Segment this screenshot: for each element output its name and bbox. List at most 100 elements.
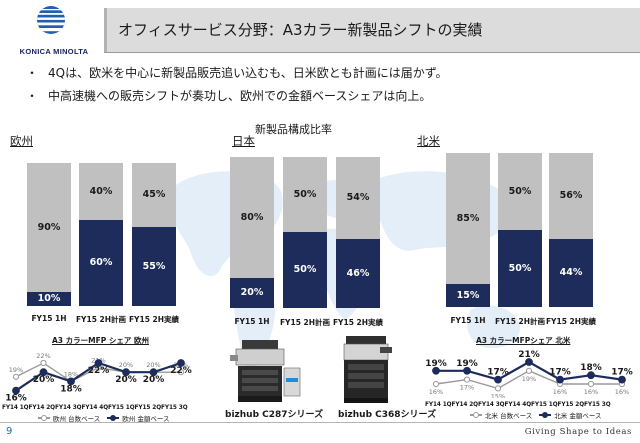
unit-share-data-label: 18%: [64, 370, 78, 378]
amount-share-point: [94, 359, 103, 367]
bar-bottom-label: 55%: [142, 261, 166, 272]
bar-bottom-label: 60%: [89, 257, 113, 268]
bar-bottom-label: 46%: [346, 268, 370, 279]
title-bar: [104, 8, 640, 52]
unit-share-point: [494, 385, 502, 392]
bar-bottom-label: 15%: [456, 290, 480, 301]
bar-x-label: FY15 2H実績: [332, 318, 384, 327]
bar-x-label: FY15 2H計画: [279, 318, 331, 327]
unit-share-data-label: 16%: [584, 388, 598, 396]
amount-share-data-label: 17%: [549, 368, 571, 378]
bar-x-label: FY15 1H: [31, 314, 67, 323]
bullet-dot: ・: [26, 89, 39, 103]
bullet-item: ・ 中高速機への販売シフトが奏功し、欧州での金額ベースシェアは向上。: [26, 85, 626, 108]
bar-x-label: FY15 1H: [234, 317, 270, 326]
amount-share-data-label: 20%: [115, 375, 137, 385]
unit-share-point: [463, 376, 471, 383]
bar-bottom-label: 10%: [37, 293, 61, 304]
bar-top-label: 50%: [293, 189, 317, 200]
legend-label: 北米 金額ベース: [554, 412, 602, 420]
bar-bottom-label: 44%: [559, 267, 583, 278]
bar-segment-bottom: [446, 284, 490, 307]
footer-tagline: Giving Shape to Ideas: [524, 427, 632, 437]
bar-europe-fy15-1h: 90% 10%: [27, 163, 71, 306]
bar-x-label: FY15 2H実績: [128, 315, 180, 324]
amount-share-data-label: 18%: [580, 363, 602, 373]
konica-minolta-logo: KONICA MINOLTA: [8, 3, 96, 61]
amount-share-data-label: 17%: [611, 368, 633, 378]
bar-bottom-label: 20%: [240, 287, 264, 298]
bar-x-label: FY15 2H計画: [494, 317, 546, 326]
amount-share-data-label: 16%: [5, 394, 27, 404]
bar-segment-top: [336, 157, 380, 239]
amount-share-point: [618, 375, 626, 384]
bar-segment-top: [283, 157, 327, 232]
printer-c287-image: [230, 340, 301, 402]
amount-share-data-label: 20%: [143, 375, 165, 385]
quarter-axis-europe: FY14 1QFY14 2QFY14 3QFY14 4QFY15 1QFY15 …: [2, 405, 188, 411]
title-underline: [104, 52, 640, 53]
bar-north-america-fy15-1h: 85% 15%: [446, 153, 490, 307]
legend-swatch-unit: [470, 412, 482, 418]
amount-share-point: [525, 358, 533, 366]
amount-share-point: [432, 366, 440, 375]
bar-top-label: 45%: [142, 189, 166, 200]
unit-share-data-label: 17%: [460, 384, 474, 392]
amount-share-data-label: 19%: [426, 359, 447, 369]
bullet-text: 4Qは、欧米を中心に新製品販売追い込むも、日米欧とも計画には届かず。: [48, 66, 448, 80]
unit-share-point: [40, 359, 47, 367]
bar-bottom-label: 50%: [293, 264, 317, 275]
quarter-axis-north-america: FY14 1QFY14 2QFY14 3QFY14 4QFY15 1QFY15 …: [425, 402, 611, 408]
bar-top-label: 50%: [508, 186, 532, 197]
bar-segment-bottom: [549, 239, 593, 307]
amount-share-point: [463, 366, 471, 375]
unit-share-data-label: 16%: [553, 388, 567, 396]
amount-share-point: [494, 375, 502, 384]
bar-north-america-fy15-2h-plan: 50% 50%: [498, 153, 542, 307]
bar-segment-bottom: [79, 220, 123, 306]
globe-logo-icon: [37, 6, 65, 34]
unit-share-point: [177, 369, 185, 376]
amount-share-point: [122, 368, 130, 377]
bar-bottom-label: 50%: [508, 263, 532, 274]
bar-top-label: 90%: [37, 222, 61, 233]
legend-europe: 欧州 台数ベース 欧州 金額ベース: [38, 413, 170, 423]
amount-share-point: [587, 371, 595, 380]
bar-segment-bottom: [283, 232, 327, 308]
amount-share-data-label: 17%: [487, 368, 509, 378]
share-chart-title-europe: A3 カラーMFP シェア 欧州: [52, 336, 149, 345]
amount-share-data-label: 19%: [456, 359, 478, 369]
bar-segment-top: [549, 153, 593, 239]
bar-segment-bottom: [132, 227, 176, 306]
amount-share-point: [67, 377, 75, 386]
bar-top-label: 80%: [240, 212, 264, 223]
share-line-chart-europe: 19%22%18%21%20%20%20%16%20%18%22%20%20%2…: [5, 352, 192, 404]
region-label-japan: 日本: [232, 134, 255, 148]
bar-top-label: 54%: [346, 192, 370, 203]
product-label-c287: bizhub C287シリーズ: [225, 410, 324, 420]
legend-swatch-amount: [539, 412, 552, 418]
bar-segment-bottom: [498, 230, 542, 307]
bar-top-label: 40%: [89, 186, 113, 197]
legend-label: 欧州 台数ベース: [53, 415, 101, 423]
legend-north-america: 北米 台数ベース 北米 金額ベース: [470, 410, 602, 420]
bar-segment-bottom: [336, 239, 380, 308]
bar-europe-fy15-2h-actual: 45% 55%: [132, 163, 176, 306]
printer-c368-image: [343, 336, 392, 403]
share-line-chart-north-america: 16% 17% 15% 19% 16% 16% 16% 19% 19% 17% 21% 17% 18% 1…: [426, 350, 633, 398]
bar-north-america-fy15-2h-actual: 56% 44%: [549, 153, 593, 307]
bar-top-label: 85%: [456, 213, 480, 224]
bar-top-label: 56%: [559, 190, 583, 201]
product-label-c368: bizhub C368シリーズ: [338, 410, 437, 420]
bar-segment-top: [498, 153, 542, 230]
share-chart-title-north-america: A3 カラーMFPシェア 北米: [476, 336, 571, 345]
bar-segment-top: [230, 157, 274, 278]
bar-x-label: FY15 1H: [450, 316, 486, 325]
bar-segment-top: [79, 163, 123, 220]
bar-x-label: FY15 2H実績: [545, 317, 597, 326]
amount-share-point: [149, 368, 158, 377]
amount-share-data-label: 20%: [33, 375, 55, 385]
bar-japan-fy15-2h-actual: 54% 46%: [336, 157, 380, 308]
bullet-list: ・ 4Qは、欧米を中心に新製品販売追い込むも、日米欧とも計画には届かず。 ・ 中…: [26, 62, 626, 108]
